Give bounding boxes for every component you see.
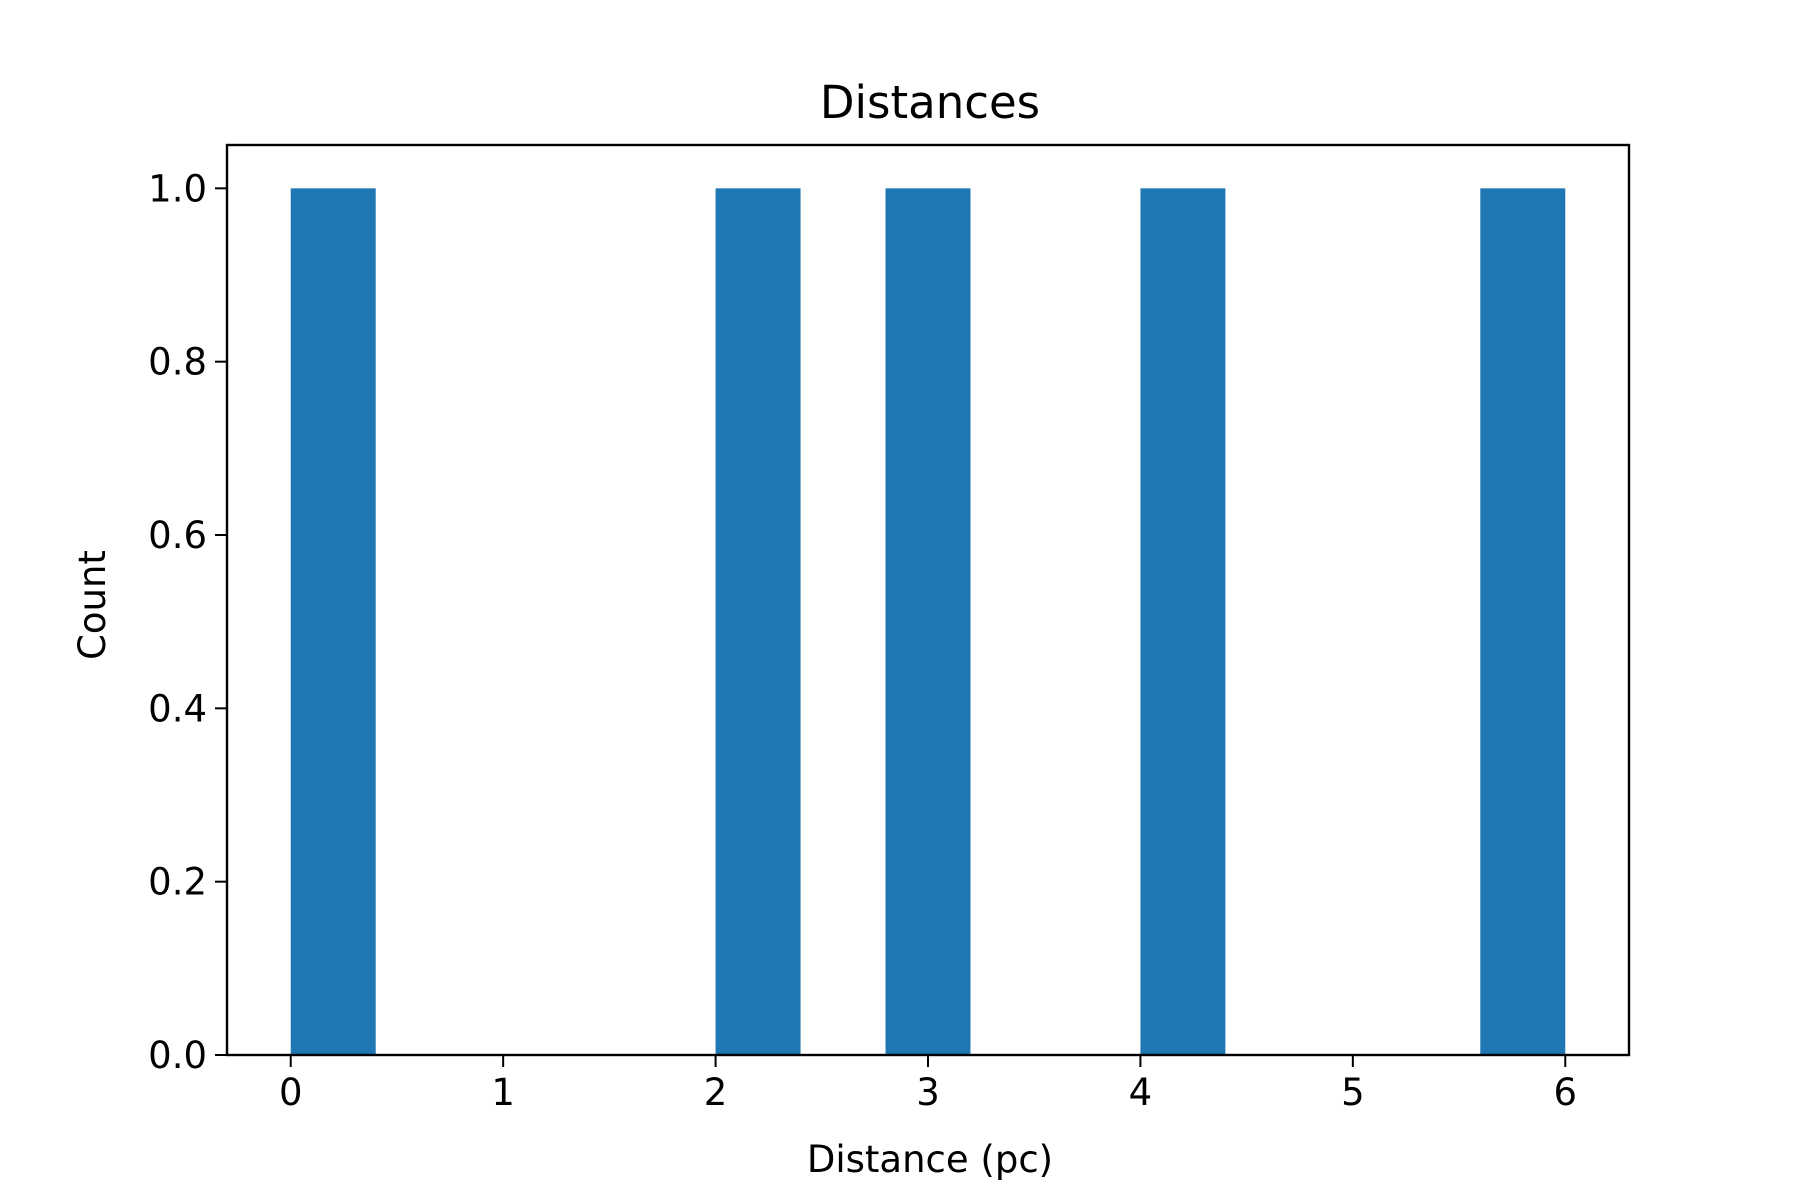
x-tick-label-1: 1 [491,1071,515,1114]
x-tick-label-5: 5 [1341,1071,1365,1114]
x-axis-ticks: 0 1 2 3 4 5 6 [279,1055,1577,1114]
y-tick-label-2: 0.4 [148,687,207,730]
chart-title: Distances [820,76,1040,129]
y-tick-label-3: 0.6 [148,514,207,557]
x-tick-label-4: 4 [1129,1071,1153,1114]
bar-group [290,188,1566,1056]
histogram-bar-4 [1480,188,1566,1056]
x-tick-label-0: 0 [279,1071,303,1114]
y-tick-label-0: 0.0 [148,1034,207,1077]
x-tick-label-3: 3 [916,1071,940,1114]
histogram-bar-0 [290,188,376,1056]
y-tick-label-4: 0.8 [148,341,207,384]
x-tick-label-6: 6 [1553,1071,1577,1114]
y-axis-ticks: 0.0 0.2 0.4 0.6 0.8 1.0 [148,167,227,1077]
y-tick-label-5: 1.0 [148,167,207,210]
histogram-bar-3 [1140,188,1226,1056]
y-axis-label: Count [71,550,114,660]
x-tick-label-2: 2 [704,1071,728,1114]
histogram-bar-1 [715,188,801,1056]
y-tick-label-1: 0.2 [148,861,207,904]
x-axis-label: Distance (pc) [807,1138,1053,1181]
histogram-bar-2 [885,188,971,1056]
